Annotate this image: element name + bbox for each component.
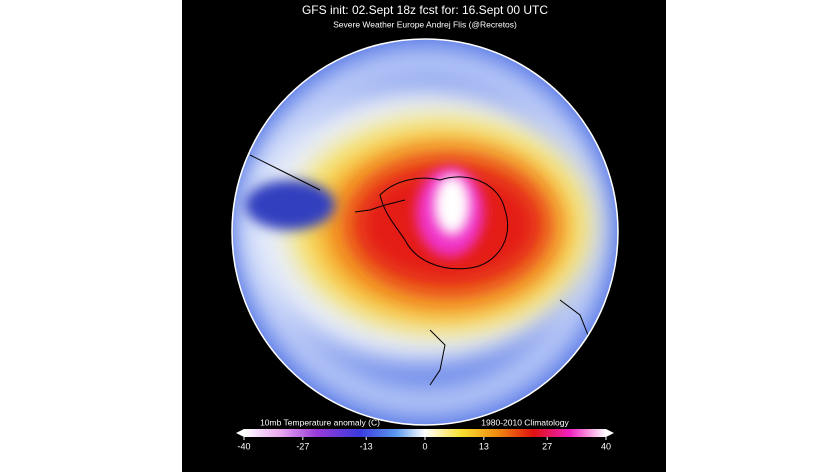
colorbar-tick-label: 13 [479, 441, 489, 451]
colorbar-note: 1980-2010 Climatology [481, 417, 569, 427]
colorbar [244, 429, 606, 437]
title: GFS init: 02.Sept 18z fcst for: 16.Sept … [302, 3, 548, 17]
colorbar-tick-label: 40 [601, 441, 611, 451]
colorbar-arrow-right [606, 429, 614, 437]
colorbar-arrow-left [236, 429, 244, 437]
colorbar-tick-label: 0 [422, 441, 427, 451]
subtitle: Severe Weather Europe Andrej Flis (@Recr… [333, 19, 517, 29]
colorbar-label: 10mb Temperature anomaly (C) [260, 417, 380, 427]
colorbar-tick-label: 27 [542, 441, 552, 451]
globe-outline [231, 38, 619, 426]
colorbar-tick-label: -13 [360, 441, 373, 451]
globe [232, 39, 618, 425]
colorbar-tick-label: -40 [237, 441, 250, 451]
colorbar-tick-label: -27 [296, 441, 309, 451]
